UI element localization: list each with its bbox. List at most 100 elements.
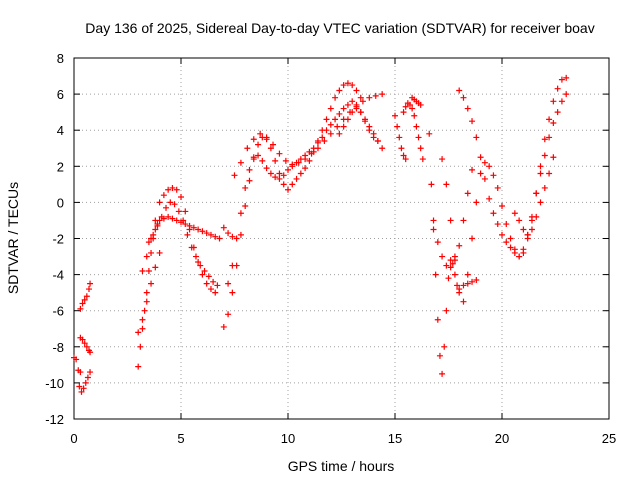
data-point <box>319 134 326 141</box>
data-point <box>143 253 150 260</box>
series-arc-s <box>439 74 570 305</box>
data-point <box>212 233 219 240</box>
data-point <box>439 370 446 377</box>
data-point <box>464 280 471 287</box>
data-point <box>141 307 148 314</box>
data-point <box>550 119 557 126</box>
data-point <box>473 199 480 206</box>
series-arc-d <box>77 280 94 312</box>
data-point <box>237 159 244 166</box>
data-point <box>165 186 172 193</box>
data-point <box>507 244 514 251</box>
data-point <box>469 235 476 242</box>
data-point <box>445 275 452 282</box>
data-point <box>148 249 155 256</box>
data-point <box>242 184 249 191</box>
data-point <box>79 336 86 343</box>
series-arc-q <box>426 130 463 377</box>
data-point <box>197 262 204 269</box>
data-point <box>537 163 544 170</box>
x-tick-label: 25 <box>602 431 616 446</box>
data-point <box>293 175 300 182</box>
data-point <box>419 156 426 163</box>
data-point <box>282 157 289 164</box>
data-point <box>520 226 527 233</box>
data-point <box>443 262 450 269</box>
data-point <box>148 235 155 242</box>
data-point <box>336 110 343 117</box>
data-point <box>267 170 274 177</box>
data-point <box>415 134 422 141</box>
data-point <box>212 289 219 296</box>
data-point <box>321 138 328 145</box>
data-point <box>145 239 152 246</box>
series-arc-m <box>336 105 386 152</box>
data-point <box>334 123 341 130</box>
data-point <box>336 130 343 137</box>
data-point <box>229 262 236 269</box>
data-point <box>439 156 446 163</box>
data-point <box>182 221 189 228</box>
data-point <box>135 329 142 336</box>
data-point <box>220 224 227 231</box>
y-axis-label: SDTVAR / TECUs <box>5 182 21 294</box>
y-tick-label: -10 <box>45 376 64 391</box>
data-point <box>477 154 484 161</box>
data-point <box>255 141 262 148</box>
data-point <box>314 139 321 146</box>
data-point <box>201 267 208 274</box>
data-point <box>533 190 540 197</box>
data-point <box>336 87 343 94</box>
y-tick-label: -12 <box>45 412 64 427</box>
y-tick-label: -8 <box>52 340 64 355</box>
data-point <box>349 82 356 89</box>
data-point <box>464 190 471 197</box>
series-arc-b <box>76 369 94 395</box>
data-point <box>366 94 373 101</box>
data-point <box>499 231 505 238</box>
data-point <box>306 157 313 164</box>
x-tick-label: 15 <box>388 431 402 446</box>
data-point <box>402 156 409 163</box>
data-point <box>148 280 155 287</box>
data-point <box>158 213 165 220</box>
data-point <box>276 170 283 177</box>
data-point <box>340 123 347 130</box>
data-point <box>77 369 84 376</box>
data-point <box>340 105 347 112</box>
data-point <box>237 231 244 238</box>
data-point <box>451 253 458 260</box>
data-point <box>285 166 291 173</box>
data-point <box>143 289 150 296</box>
data-point <box>137 343 144 350</box>
data-point <box>344 80 351 87</box>
data-point <box>409 105 416 112</box>
y-tick-label: -6 <box>52 304 64 319</box>
data-point <box>83 293 90 300</box>
data-point <box>81 296 88 303</box>
data-point <box>77 305 84 312</box>
data-point <box>242 203 249 210</box>
data-point <box>494 184 501 191</box>
data-point <box>80 385 87 392</box>
data-point <box>447 264 454 271</box>
data-point <box>220 323 227 330</box>
data-point <box>135 363 142 370</box>
data-point <box>246 177 253 184</box>
data-point <box>250 136 257 143</box>
data-point <box>449 260 456 267</box>
data-point <box>430 217 437 224</box>
series-arc-a <box>71 354 84 376</box>
data-point <box>464 105 471 112</box>
data-point <box>81 340 88 347</box>
data-point <box>167 199 174 206</box>
data-point <box>246 166 253 173</box>
axis-ticks: 0 5 10 15 20 25 -12 -10 -8 -6 -4 -2 0 2 4 6 8 <box>45 51 616 446</box>
data-point <box>139 325 146 332</box>
data-point <box>327 105 334 112</box>
data-point <box>379 91 386 98</box>
y-tick-label: 2 <box>57 159 64 174</box>
series-arc-i <box>220 80 364 330</box>
data-point <box>490 172 497 179</box>
data-point <box>263 165 270 172</box>
